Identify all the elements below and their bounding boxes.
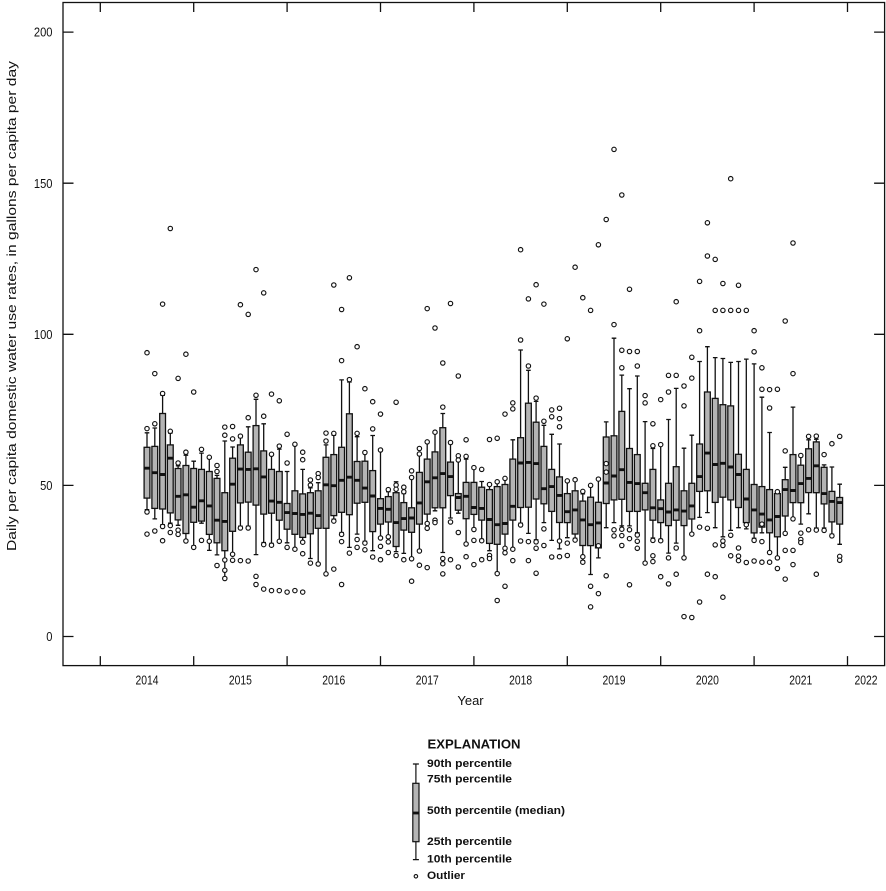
svg-text:150: 150: [34, 176, 53, 191]
svg-text:2020: 2020: [696, 673, 719, 688]
svg-text:90th percentile: 90th percentile: [427, 758, 512, 770]
svg-text:2018: 2018: [509, 673, 532, 688]
svg-text:2014: 2014: [136, 673, 159, 688]
svg-text:2016: 2016: [322, 673, 345, 688]
svg-text:50: 50: [40, 478, 52, 493]
svg-text:Daily per capita domestic wate: Daily per capita domestic water use rate…: [4, 60, 19, 551]
svg-text:Year: Year: [457, 693, 484, 708]
svg-text:50th percentile (median): 50th percentile (median): [427, 805, 565, 817]
svg-text:2022: 2022: [855, 673, 878, 688]
svg-text:2021: 2021: [789, 673, 812, 688]
svg-text:2019: 2019: [603, 673, 626, 688]
svg-text:2015: 2015: [229, 673, 252, 688]
svg-text:EXPLANATION: EXPLANATION: [428, 737, 521, 752]
svg-text:0: 0: [46, 629, 52, 644]
svg-text:Outlier: Outlier: [427, 870, 466, 882]
svg-text:100: 100: [34, 327, 53, 342]
svg-text:75th percentile: 75th percentile: [427, 774, 512, 786]
svg-text:2017: 2017: [416, 673, 439, 688]
svg-text:200: 200: [34, 25, 53, 40]
svg-text:25th percentile: 25th percentile: [427, 836, 512, 848]
svg-text:10th percentile: 10th percentile: [427, 854, 512, 866]
